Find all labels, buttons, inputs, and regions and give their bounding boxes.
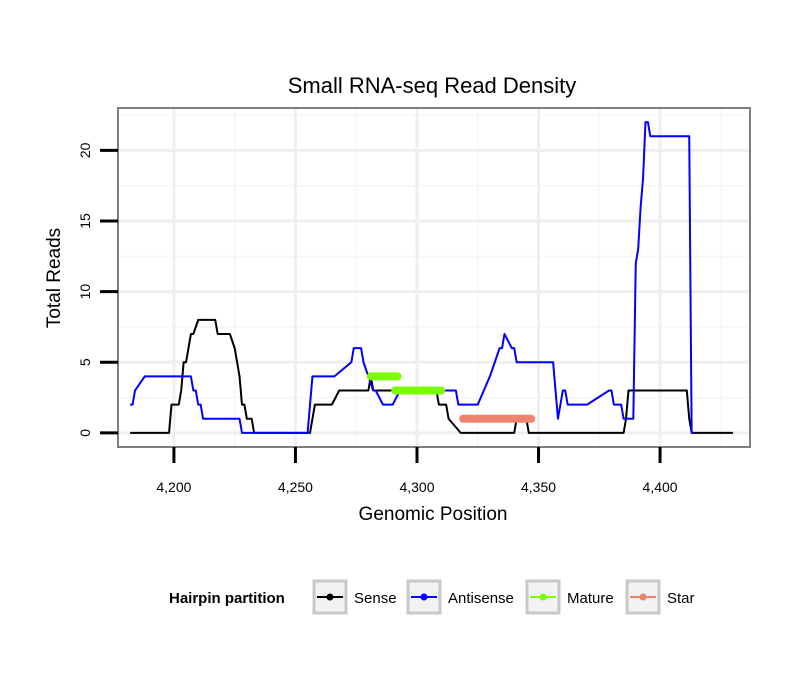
- legend-label: Mature: [567, 590, 614, 607]
- y-tick-label: 15: [77, 213, 93, 229]
- legend-key-point: [420, 593, 428, 601]
- y-tick-label: 0: [77, 429, 93, 437]
- y-axis-title: Total Reads: [44, 228, 65, 328]
- legend-entry-antisense: Antisense: [406, 579, 514, 615]
- legend-label: Star: [667, 590, 695, 607]
- legend: Hairpin partition Sense Antisense Mature St…: [169, 579, 695, 615]
- legend-entry-mature: Mature: [525, 579, 614, 615]
- y-tick-label: 5: [77, 358, 93, 366]
- legend-key-point: [639, 593, 647, 601]
- x-tick-label: 4,350: [521, 479, 556, 495]
- x-tick-label: 4,400: [643, 479, 678, 495]
- antisense-series-line: [130, 121, 695, 434]
- y-axis: 0 5 10 15 20: [77, 142, 118, 437]
- y-tick-label: 20: [77, 142, 93, 158]
- sense-series-line: [130, 318, 733, 434]
- x-axis-title: Genomic Position: [359, 504, 508, 525]
- x-tick-label: 4,200: [156, 479, 191, 495]
- panel-border: [117, 107, 751, 448]
- series-layer: [130, 121, 733, 434]
- legend-entry-star: Star: [625, 579, 695, 615]
- x-tick-label: 4,300: [399, 479, 434, 495]
- panel-background: [118, 108, 750, 447]
- plot-panel: [117, 107, 751, 448]
- chart-title: Small RNA-seq Read Density: [288, 73, 577, 98]
- legend-key-point: [539, 593, 547, 601]
- legend-entry-sense: Sense: [312, 579, 397, 615]
- x-axis: 4,200 4,250 4,300 4,350 4,400: [156, 447, 678, 495]
- x-tick-label: 4,250: [278, 479, 313, 495]
- legend-label: Sense: [354, 590, 397, 607]
- grid: [118, 108, 750, 447]
- legend-key-point: [326, 593, 334, 601]
- y-tick-label: 10: [77, 284, 93, 300]
- legend-entries: Sense Antisense Mature Star: [312, 579, 695, 615]
- legend-label: Antisense: [448, 590, 514, 607]
- legend-title: Hairpin partition: [169, 590, 285, 607]
